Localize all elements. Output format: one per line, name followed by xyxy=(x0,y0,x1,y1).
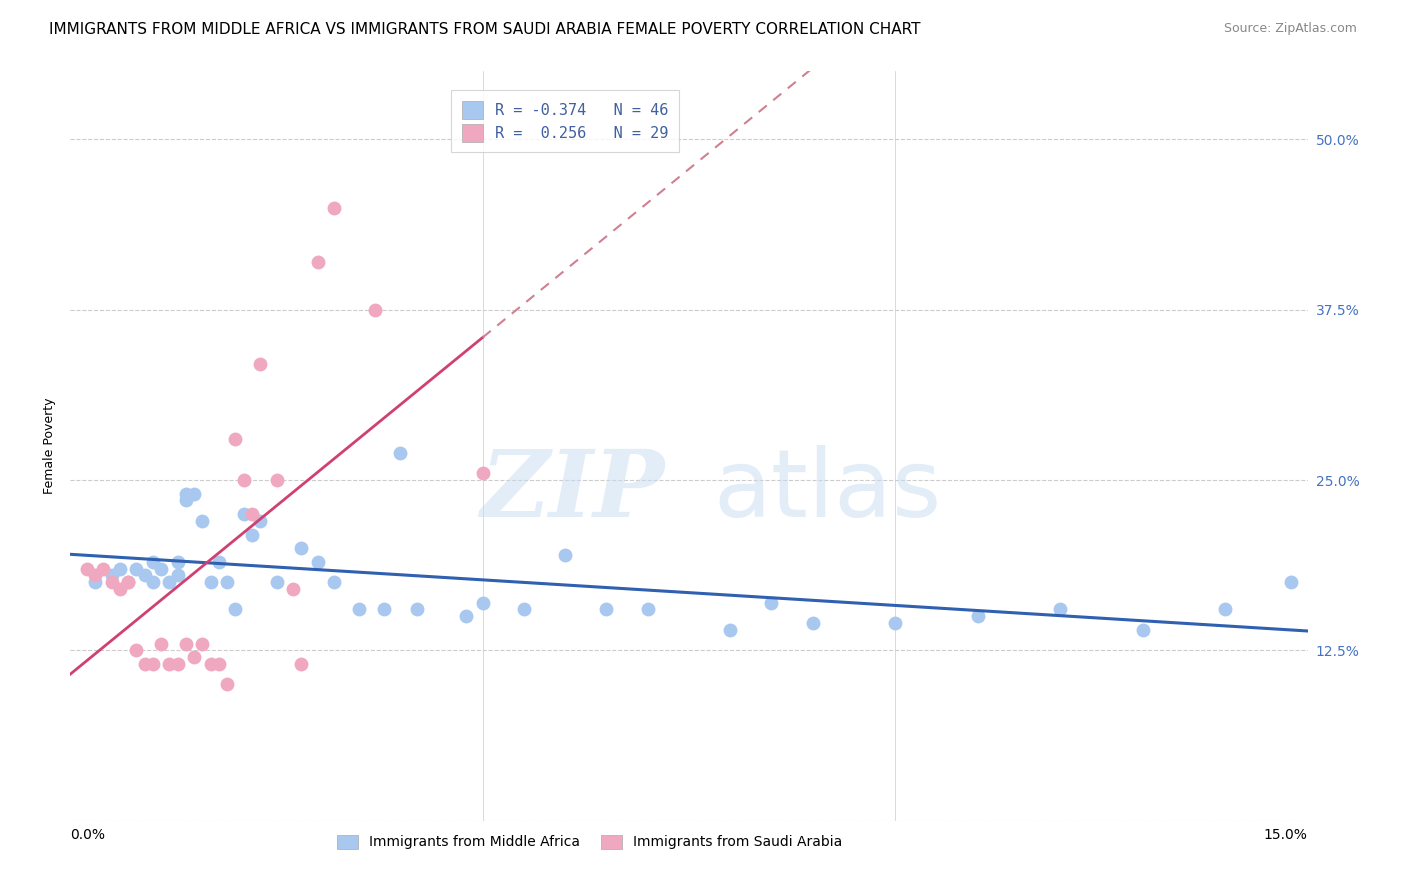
Point xyxy=(405,602,427,616)
Point xyxy=(191,636,214,650)
Point xyxy=(232,507,254,521)
Point xyxy=(200,657,222,671)
Point xyxy=(174,636,197,650)
Point xyxy=(84,568,107,582)
Point xyxy=(266,473,288,487)
Point xyxy=(157,575,180,590)
Point xyxy=(134,568,156,582)
Point xyxy=(125,561,148,575)
Point xyxy=(471,467,494,481)
Point xyxy=(215,677,238,691)
Point xyxy=(183,486,205,500)
Point xyxy=(1049,602,1071,616)
Point xyxy=(134,657,156,671)
Point xyxy=(266,575,288,590)
Point xyxy=(215,575,238,590)
Point xyxy=(801,616,824,631)
Point xyxy=(157,657,180,671)
Point xyxy=(290,657,312,671)
Point xyxy=(637,602,659,616)
Point xyxy=(174,486,197,500)
Point xyxy=(166,568,188,582)
Point xyxy=(513,602,536,616)
Point xyxy=(174,493,197,508)
Point xyxy=(595,602,617,616)
Point xyxy=(224,432,246,446)
Text: atlas: atlas xyxy=(714,445,942,537)
Point xyxy=(249,514,271,528)
Point xyxy=(966,609,988,624)
Point xyxy=(200,575,222,590)
Point xyxy=(347,602,370,616)
Point xyxy=(232,473,254,487)
Point xyxy=(307,555,329,569)
Point xyxy=(323,575,346,590)
Text: 15.0%: 15.0% xyxy=(1264,829,1308,842)
Text: ZIP: ZIP xyxy=(479,446,664,536)
Point xyxy=(150,561,173,575)
Point xyxy=(1279,575,1302,590)
Point xyxy=(125,643,148,657)
Point xyxy=(1213,602,1236,616)
Point xyxy=(718,623,741,637)
Point xyxy=(373,602,395,616)
Point xyxy=(100,575,122,590)
Point xyxy=(389,446,412,460)
Point xyxy=(191,514,214,528)
Point xyxy=(240,527,263,541)
Point xyxy=(142,555,165,569)
Point xyxy=(166,555,188,569)
Point xyxy=(117,575,139,590)
Text: IMMIGRANTS FROM MIDDLE AFRICA VS IMMIGRANTS FROM SAUDI ARABIA FEMALE POVERTY COR: IMMIGRANTS FROM MIDDLE AFRICA VS IMMIGRA… xyxy=(49,22,921,37)
Point xyxy=(364,302,387,317)
Point xyxy=(208,657,231,671)
Text: Source: ZipAtlas.com: Source: ZipAtlas.com xyxy=(1223,22,1357,36)
Point xyxy=(100,568,122,582)
Point xyxy=(84,575,107,590)
Point xyxy=(554,548,576,562)
Point xyxy=(108,582,131,596)
Point xyxy=(761,596,783,610)
Point xyxy=(208,555,231,569)
Point xyxy=(323,201,346,215)
Point xyxy=(142,575,165,590)
Point xyxy=(108,561,131,575)
Point xyxy=(224,602,246,616)
Point xyxy=(281,582,304,596)
Point xyxy=(884,616,907,631)
Point xyxy=(150,636,173,650)
Point xyxy=(249,357,271,371)
Y-axis label: Female Poverty: Female Poverty xyxy=(44,398,56,494)
Point xyxy=(1132,623,1154,637)
Point xyxy=(117,575,139,590)
Point xyxy=(142,657,165,671)
Legend: Immigrants from Middle Africa, Immigrants from Saudi Arabia: Immigrants from Middle Africa, Immigrant… xyxy=(332,829,848,855)
Point xyxy=(471,596,494,610)
Point xyxy=(166,657,188,671)
Point xyxy=(240,507,263,521)
Text: 0.0%: 0.0% xyxy=(70,829,105,842)
Point xyxy=(456,609,478,624)
Point xyxy=(91,561,114,575)
Point xyxy=(76,561,98,575)
Point xyxy=(183,650,205,665)
Point xyxy=(307,255,329,269)
Point xyxy=(290,541,312,556)
